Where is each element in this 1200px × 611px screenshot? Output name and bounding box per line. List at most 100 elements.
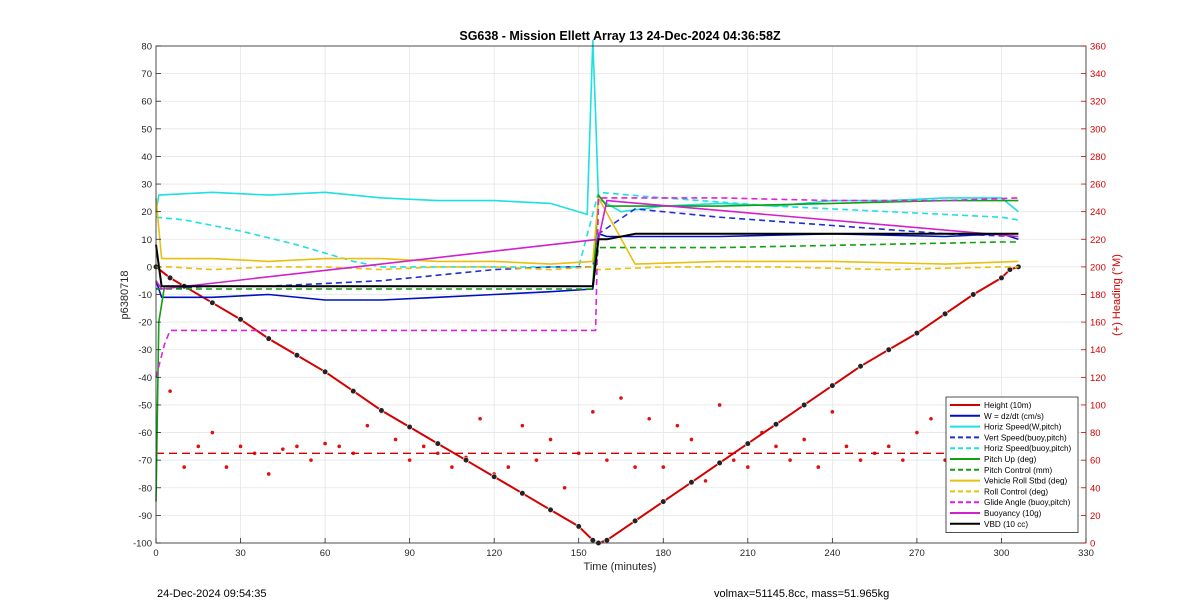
y-left-tick-label: -50: [138, 400, 152, 411]
y-left-tick-label: 20: [141, 207, 152, 218]
y-left-tick-label: -20: [138, 318, 152, 329]
heading-point: [844, 444, 849, 449]
chart-title: SG638 - Mission Ellett Array 13 24-Dec-2…: [459, 29, 781, 43]
x-tick-label: 330: [1078, 548, 1094, 559]
y-left-tick-label: 70: [141, 69, 152, 80]
y-right-tick-label: 80: [1090, 428, 1101, 439]
height-marker: [462, 457, 470, 464]
height-marker: [293, 352, 301, 359]
heading-point: [717, 403, 722, 407]
heading-point: [816, 465, 821, 469]
series-lines: [152, 39, 1022, 547]
x-tick-label: 120: [486, 548, 502, 559]
series-line-0: [155, 265, 1019, 544]
height-marker: [913, 330, 921, 337]
heading-point: [661, 465, 666, 469]
heading-point: [562, 485, 567, 490]
y-right-tick-label: 240: [1090, 207, 1106, 218]
footer-timestamp: 24-Dec-2024 09:54:35: [157, 588, 267, 600]
y-right-tick-label: 120: [1090, 373, 1106, 384]
x-tick-label: 150: [571, 548, 587, 559]
heading-point: [788, 458, 792, 462]
heading-point: [520, 423, 525, 428]
heading-point: [210, 430, 215, 435]
y-right-tick-label: 260: [1090, 180, 1106, 191]
x-axis-ticks: 0 30 60 90 120 150 180 210 240 270 300 330: [153, 538, 1094, 559]
legend: Height (10m) W = dz/dt (cm/s) Horiz Speed(…: [945, 396, 1079, 534]
y-left-tick-label: -40: [138, 373, 152, 384]
x-tick-label: 210: [740, 548, 756, 559]
height-marker: [575, 523, 582, 530]
height-marker: [350, 388, 357, 395]
height-marker: [970, 291, 977, 298]
heading-point: [901, 458, 905, 462]
x-tick-label: 270: [909, 548, 925, 559]
height-marker: [744, 440, 751, 447]
heading-point: [689, 437, 694, 442]
height-marker: [772, 421, 780, 428]
footer-vehicle-info: volmax=51145.8cc, mass=51.965kg: [714, 588, 890, 600]
y-left-tick-label: 50: [141, 124, 152, 135]
heading-point: [731, 458, 736, 462]
right-axis-ticks: 0 20 40 60 80 100 120 140 160 180 200 220 240 260 280 3…: [1081, 42, 1106, 550]
y-right-tick-label: 180: [1090, 290, 1106, 301]
y-left-tick-label: -10: [138, 290, 152, 301]
y-right-tick-label: 340: [1090, 69, 1106, 80]
x-axis-label: Time (minutes): [584, 561, 657, 573]
heading-point: [703, 479, 708, 483]
y-right-tick-label: 100: [1090, 400, 1106, 411]
heading-point: [915, 430, 919, 435]
y-right-tick-label: 0: [1090, 539, 1095, 550]
series-line-9: [155, 197, 1019, 378]
height-marker: [941, 310, 949, 317]
y-left-tick-label: -60: [138, 428, 152, 439]
height-marker: [491, 473, 498, 480]
heading-point: [802, 437, 806, 442]
x-tick-label: 60: [320, 548, 331, 559]
y-right-tick-label: 20: [1090, 511, 1101, 522]
heading-point: [478, 416, 482, 421]
height-marker: [321, 368, 329, 375]
legend-label: Roll Control (deg): [984, 487, 1048, 496]
y-axis-left-label: p6380718: [119, 271, 131, 320]
y-left-tick-label: 60: [141, 97, 152, 108]
legend-label: Vehicle Roll Stbd (deg): [984, 477, 1068, 486]
heading-point: [633, 465, 637, 469]
height-marker: [166, 274, 174, 282]
y-right-tick-label: 40: [1090, 483, 1101, 494]
heading-point: [323, 441, 327, 446]
legend-label: Pitch Up (deg): [984, 455, 1037, 464]
y-right-tick-label: 220: [1090, 235, 1106, 246]
height-marker: [265, 335, 272, 342]
heading-point: [436, 451, 440, 456]
series-line-11: [155, 232, 1019, 288]
legend-label: Horiz Speed(W,pitch): [984, 423, 1062, 432]
x-tick-label: 180: [655, 548, 671, 559]
y-right-tick-label: 360: [1090, 42, 1106, 53]
y-right-tick-label: 160: [1090, 318, 1106, 329]
series-line-3: [155, 208, 1019, 290]
heading-point: [182, 465, 186, 469]
series-line-4: [155, 191, 1019, 268]
height-marker: [801, 401, 808, 409]
y-right-tick-label: 200: [1090, 262, 1106, 273]
y-left-tick-label: -30: [138, 345, 152, 356]
height-marker: [547, 506, 554, 513]
y-left-tick-label: 30: [141, 180, 152, 191]
y-right-tick-label: 320: [1090, 97, 1106, 108]
y-left-tick-label: -100: [133, 539, 152, 550]
y-left-tick-label: -80: [138, 483, 152, 494]
heading-point: [506, 465, 511, 469]
height-marker: [434, 440, 441, 447]
height-marker: [237, 316, 244, 323]
legend-label: Vert Speed(buoy,pitch): [984, 433, 1067, 442]
heading-point: [281, 447, 285, 451]
x-tick-label: 0: [153, 548, 158, 559]
y-right-tick-label: 60: [1090, 456, 1101, 467]
left-axis-ticks: -100-90-80-70-60-50-40-30-20-10010203040…: [133, 42, 161, 550]
y-left-tick-label: 40: [141, 152, 152, 163]
heading-point: [858, 458, 863, 462]
heading-point: [407, 458, 412, 462]
heading-point: [774, 444, 778, 449]
